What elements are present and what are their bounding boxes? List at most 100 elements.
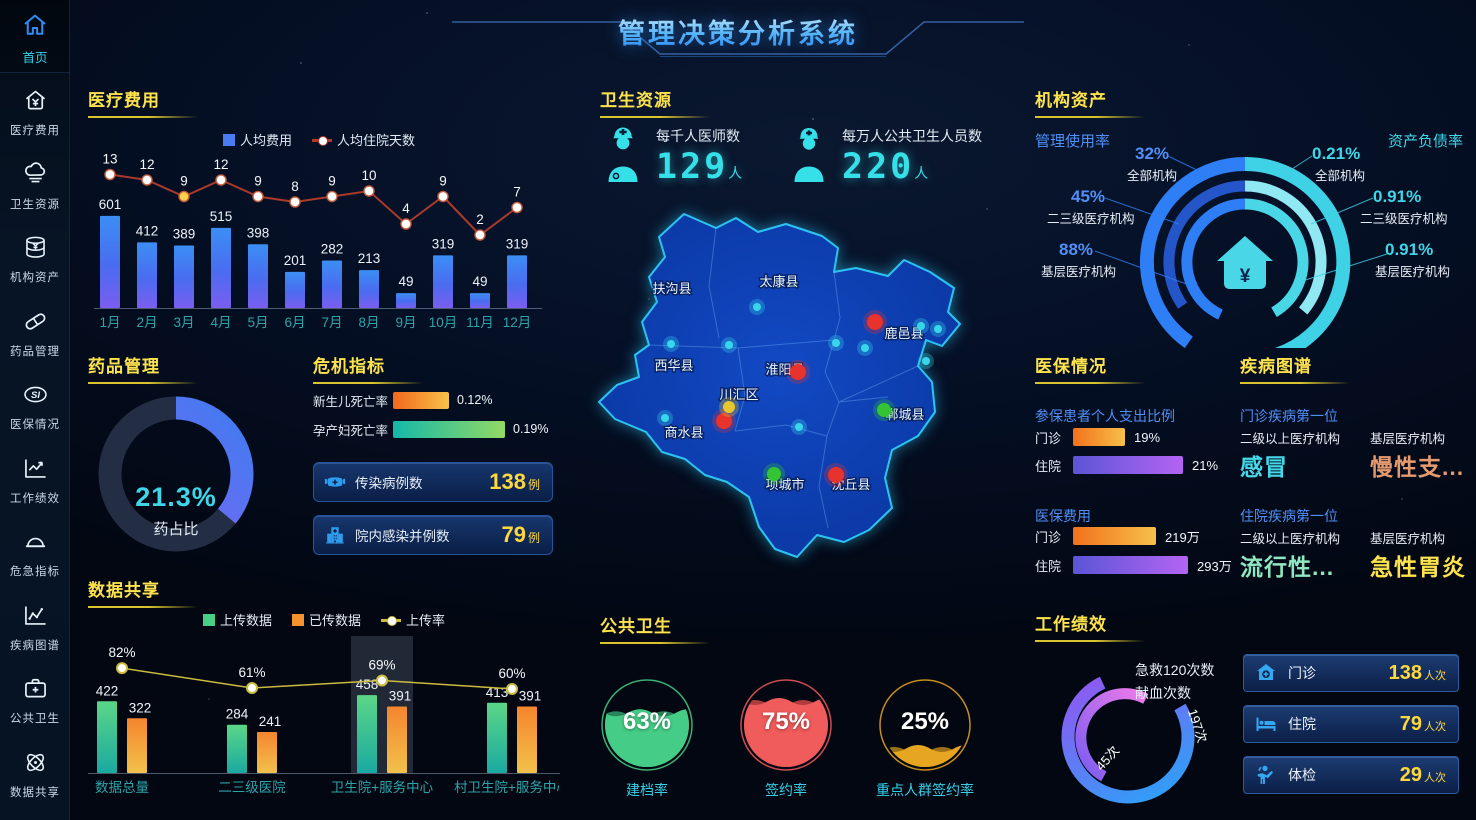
legend-item-sent[interactable]: 已传数据 — [291, 610, 361, 629]
map-marker-cyan[interactable] — [795, 423, 803, 431]
line-point[interactable] — [506, 683, 518, 695]
physical-exam-card[interactable]: 体检 29 人次 — [1243, 756, 1459, 794]
bar[interactable] — [322, 260, 342, 308]
map-marker-green[interactable] — [767, 467, 781, 481]
line-point[interactable] — [326, 190, 338, 203]
disease-subtitle: 门诊疾病第一位 — [1240, 408, 1338, 424]
gauge-filing-rate[interactable]: 63% — [600, 678, 694, 777]
bar-sent[interactable] — [257, 732, 277, 773]
bar-sent[interactable] — [517, 706, 537, 773]
line-point[interactable] — [178, 190, 190, 203]
map-marker-cyan[interactable] — [934, 325, 942, 333]
map-marker-yellow[interactable] — [723, 401, 735, 413]
map-marker-cyan[interactable] — [917, 322, 925, 330]
region-map[interactable]: 扶沟县 太康县 鹿邑县 西华县 淮阳县 川汇区 郸城县 商水县 项城市 沈丘县 — [588, 198, 1012, 598]
ring-legend-blood: 献血次数 — [1135, 685, 1191, 701]
hospital-infection-card[interactable]: 院内感染并例数 79 例 — [313, 515, 553, 555]
disease-name: 流行性... — [1240, 554, 1335, 580]
insurance-row-value: 293万 — [1197, 558, 1232, 574]
line-point[interactable] — [400, 218, 412, 230]
sidebar-item-3[interactable]: 机构资产 — [0, 234, 70, 285]
map-marker-cyan[interactable] — [753, 303, 761, 311]
sidebar-item-4[interactable]: 药品管理 — [0, 308, 70, 359]
map-marker-cyan[interactable] — [661, 414, 669, 422]
bar[interactable] — [359, 270, 379, 308]
map-marker-cyan[interactable] — [861, 344, 869, 352]
crisis-bar[interactable] — [393, 391, 449, 409]
sidebar-item-5[interactable]: SI 医保情况 — [0, 381, 70, 432]
svg-text:515: 515 — [210, 209, 233, 224]
line-point[interactable] — [289, 196, 301, 208]
bar[interactable] — [137, 242, 157, 308]
gauge-signing-rate[interactable]: 75% — [739, 678, 833, 777]
map-marker-cyan[interactable] — [832, 339, 840, 347]
bar-uploaded[interactable] — [357, 695, 377, 773]
sidebar-item-6[interactable]: 工作绩效 — [0, 455, 70, 506]
line-point[interactable] — [474, 229, 486, 241]
gauge-key-group-rate[interactable]: 25% — [878, 678, 972, 777]
line-point[interactable] — [252, 190, 264, 203]
sidebar-item-7[interactable]: 危急指标 — [0, 528, 70, 579]
bar-uploaded[interactable] — [227, 724, 247, 773]
line-point[interactable] — [116, 662, 128, 675]
crisis-bar[interactable] — [393, 420, 505, 438]
bar-sent[interactable] — [127, 718, 147, 773]
map-marker-green[interactable] — [877, 403, 891, 417]
bar[interactable] — [285, 271, 305, 308]
cloud-icon — [22, 161, 49, 188]
medical-fee-chart[interactable]: 6011月4122月3893月5154月3985月2016月2827月2138月… — [88, 86, 550, 338]
line-point[interactable] — [437, 190, 449, 203]
map-marker-cyan[interactable] — [922, 357, 930, 365]
assets-ring-chart[interactable]: ¥ — [1090, 126, 1400, 348]
card-unit: 人次 — [1424, 669, 1446, 682]
insurance-bar[interactable] — [1073, 428, 1125, 446]
insurance-bar[interactable] — [1073, 556, 1188, 574]
insurance-bar[interactable] — [1073, 527, 1156, 545]
performance-ring-chart[interactable] — [1053, 662, 1203, 812]
bar[interactable] — [507, 255, 527, 308]
legend-item-bar[interactable]: 人均费用 — [222, 130, 292, 149]
map-marker-red[interactable] — [716, 413, 732, 429]
sidebar-item-8[interactable]: 疾病图谱 — [0, 602, 70, 653]
map-marker-cyan[interactable] — [667, 340, 675, 348]
bar-uploaded[interactable] — [97, 701, 117, 773]
map-marker-red[interactable] — [867, 314, 883, 330]
map-marker-cyan[interactable] — [725, 341, 733, 349]
ring-legend-emergency: 急救120次数 — [1135, 662, 1215, 678]
bar[interactable] — [174, 245, 194, 308]
drug-donut-chart[interactable] — [88, 386, 264, 562]
bar[interactable] — [100, 215, 120, 308]
svg-text:241: 241 — [259, 714, 282, 729]
line-point[interactable] — [246, 682, 258, 695]
sidebar-item-1[interactable]: 医疗费用 — [0, 87, 70, 138]
infectious-cases-card[interactable]: 传染病例数 138 例 — [313, 462, 553, 502]
legend-item-line[interactable]: 人均住院天数 — [312, 130, 415, 149]
bar[interactable] — [470, 293, 490, 308]
bar-sent[interactable] — [387, 706, 407, 773]
legend-item-rate[interactable]: 上传率 — [381, 610, 445, 629]
sidebar-item-2[interactable]: 卫生资源 — [0, 161, 70, 212]
sidebar-item-9[interactable]: 公共卫生 — [0, 675, 70, 726]
map-marker-red[interactable] — [790, 364, 806, 380]
sidebar-item-10[interactable]: 数据共享 — [0, 749, 70, 800]
bar-uploaded[interactable] — [487, 702, 507, 773]
line-point[interactable] — [363, 185, 375, 197]
line-point[interactable] — [376, 674, 388, 687]
line-point[interactable] — [215, 174, 227, 186]
sidebar-item-home[interactable]: 首页 — [0, 10, 70, 66]
bar[interactable] — [211, 227, 231, 308]
line-point[interactable] — [511, 201, 523, 214]
insurance-bar[interactable] — [1073, 456, 1183, 474]
bar[interactable] — [433, 255, 453, 308]
line-point[interactable] — [104, 168, 116, 181]
bar[interactable] — [396, 293, 416, 308]
bar[interactable] — [248, 244, 268, 308]
map-marker-red[interactable] — [828, 467, 844, 483]
line-point[interactable] — [141, 174, 153, 186]
svg-text:7: 7 — [513, 185, 521, 200]
legend-item-uploaded[interactable]: 上传数据 — [202, 610, 272, 629]
inpatient-card[interactable]: 住院 79 人次 — [1243, 705, 1459, 743]
outpatient-card[interactable]: 门诊 138 人次 — [1243, 654, 1459, 692]
